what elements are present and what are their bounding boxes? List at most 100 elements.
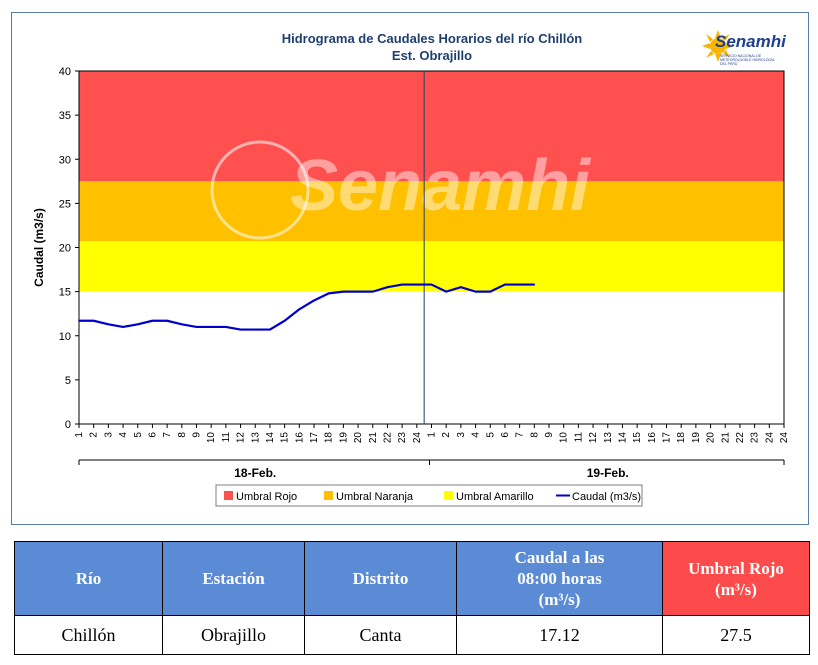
x-tick-label-40: 16 bbox=[647, 432, 658, 444]
watermark-text: Senamhi bbox=[290, 146, 592, 226]
x-tick-label-35: 11 bbox=[573, 432, 584, 443]
data-point-14 bbox=[283, 319, 286, 322]
station-info-table: Río Estación Distrito Caudal a las 08:00… bbox=[14, 541, 810, 655]
header-caudal: Caudal a las 08:00 horas (m³/s) bbox=[456, 541, 663, 616]
data-point-3 bbox=[122, 326, 124, 328]
x-tick-label-3: 3 bbox=[103, 432, 114, 438]
x-tick-label-8: 8 bbox=[177, 432, 188, 438]
data-point-23 bbox=[416, 283, 418, 286]
x-tick-label-25: 1 bbox=[427, 432, 438, 438]
x-tick-label-42: 18 bbox=[676, 432, 687, 444]
data-point-8 bbox=[195, 326, 198, 328]
data-point-30 bbox=[518, 283, 521, 286]
y-tick-label-5: 25 bbox=[59, 198, 71, 210]
x-tick-label-43: 19 bbox=[691, 432, 702, 444]
data-point-7 bbox=[181, 323, 183, 326]
y-tick-label-3: 15 bbox=[59, 287, 71, 299]
x-tick-label-45: 21 bbox=[720, 432, 731, 444]
header-umbral-rojo: Umbral Rojo (m³/s) bbox=[662, 541, 810, 616]
data-point-19 bbox=[357, 290, 359, 293]
y-tick-label-2: 10 bbox=[59, 331, 71, 343]
x-tick-label-29: 5 bbox=[485, 432, 496, 438]
data-point-1 bbox=[92, 319, 95, 322]
x-tick-label-15: 15 bbox=[280, 432, 291, 444]
x-tick-label-44: 20 bbox=[706, 432, 717, 444]
y-tick-label-6: 30 bbox=[59, 154, 71, 166]
logo-subtitle: SERVICIO NACIONAL DE METEOROLOGÍA E HIDR… bbox=[720, 54, 775, 66]
data-point-25 bbox=[445, 290, 447, 293]
x-tick-label-16: 16 bbox=[294, 432, 305, 444]
series-line-0 bbox=[79, 283, 535, 331]
x-tick-label-10: 10 bbox=[206, 432, 217, 444]
x-tick-label-38: 14 bbox=[617, 432, 628, 444]
watermark-sun-icon bbox=[210, 140, 310, 240]
data-point-13 bbox=[269, 328, 271, 331]
y-tick-label-8: 40 bbox=[59, 66, 71, 78]
header-rio: Río bbox=[14, 541, 163, 616]
x-tick-label-20: 20 bbox=[353, 432, 364, 444]
x-tick-label-47: 23 bbox=[750, 432, 761, 444]
x-tick-label-13: 13 bbox=[250, 432, 261, 444]
y-tick-label-4: 20 bbox=[59, 243, 71, 255]
x-tick-label-32: 8 bbox=[529, 432, 540, 438]
legend-swatch-1 bbox=[324, 491, 333, 500]
logo-name: Senamhi bbox=[715, 32, 786, 51]
senamhi-logo bbox=[700, 28, 790, 68]
data-point-20 bbox=[371, 290, 374, 293]
x-tick-label-24: 24 bbox=[412, 432, 423, 444]
threshold-band-2 bbox=[79, 241, 784, 292]
x-tick-label-39: 15 bbox=[632, 432, 643, 444]
x-tick-label-26: 2 bbox=[441, 432, 452, 438]
data-point-4 bbox=[136, 323, 139, 326]
data-point-27 bbox=[474, 290, 477, 293]
x-tick-label-9: 9 bbox=[192, 432, 203, 438]
x-tick-label-36: 12 bbox=[588, 432, 599, 444]
data-point-18 bbox=[342, 290, 345, 293]
x-tick-label-22: 22 bbox=[382, 432, 393, 444]
x-tick-label-18: 18 bbox=[324, 432, 335, 444]
data-point-17 bbox=[327, 292, 330, 295]
x-tick-label-37: 13 bbox=[603, 432, 614, 444]
data-point-2 bbox=[107, 323, 110, 326]
cell-estacion: Obrajillo bbox=[162, 615, 305, 655]
table-row: Chillón Obrajillo Canta 17.12 27.5 bbox=[14, 615, 810, 655]
chart-subtitle: Est. Obrajillo bbox=[392, 48, 472, 63]
data-point-26 bbox=[460, 286, 462, 289]
data-point-22 bbox=[401, 283, 403, 286]
y-tick-label-7: 35 bbox=[59, 110, 71, 122]
x-tick-label-27: 3 bbox=[456, 432, 467, 438]
x-tick-label-33: 9 bbox=[544, 432, 555, 438]
data-point-21 bbox=[386, 286, 389, 289]
cell-caudal: 17.12 bbox=[456, 615, 663, 655]
data-point-0 bbox=[78, 319, 80, 322]
y-axis-label: Caudal (m3/s) bbox=[32, 208, 46, 287]
legend-label-1: Umbral Naranja bbox=[336, 491, 414, 503]
x-tick-label-31: 7 bbox=[515, 432, 526, 438]
data-point-5 bbox=[151, 319, 154, 322]
chart-title: Hidrograma de Caudales Horarios del río … bbox=[282, 31, 583, 46]
data-point-28 bbox=[489, 290, 492, 293]
x-tick-label-6: 6 bbox=[147, 432, 158, 438]
x-tick-label-46: 22 bbox=[735, 432, 746, 444]
y-tick-label-1: 5 bbox=[65, 375, 71, 387]
header-estacion: Estación bbox=[162, 541, 305, 616]
legend-swatch-0 bbox=[224, 491, 233, 500]
y-tick-label-0: 0 bbox=[65, 419, 71, 431]
x-tick-label-5: 5 bbox=[133, 432, 144, 438]
sun-logo-icon bbox=[702, 30, 734, 62]
x-tick-label-7: 7 bbox=[162, 432, 173, 438]
legend-label-0: Umbral Rojo bbox=[236, 491, 297, 503]
data-point-6 bbox=[166, 319, 168, 322]
day-label-1: 19-Feb. bbox=[587, 466, 629, 480]
header-distrito: Distrito bbox=[304, 541, 457, 616]
x-tick-label-23: 23 bbox=[397, 432, 408, 444]
x-tick-label-17: 17 bbox=[309, 432, 320, 444]
x-tick-label-28: 4 bbox=[471, 432, 482, 438]
data-point-12 bbox=[254, 328, 257, 331]
threshold-band-1 bbox=[79, 181, 784, 242]
x-tick-label-48: 24 bbox=[764, 432, 775, 444]
threshold-band-0 bbox=[79, 71, 784, 182]
legend-label-2: Umbral Amarillo bbox=[456, 491, 534, 503]
day-label-0: 18-Feb. bbox=[234, 466, 276, 480]
data-point-16 bbox=[313, 299, 315, 302]
